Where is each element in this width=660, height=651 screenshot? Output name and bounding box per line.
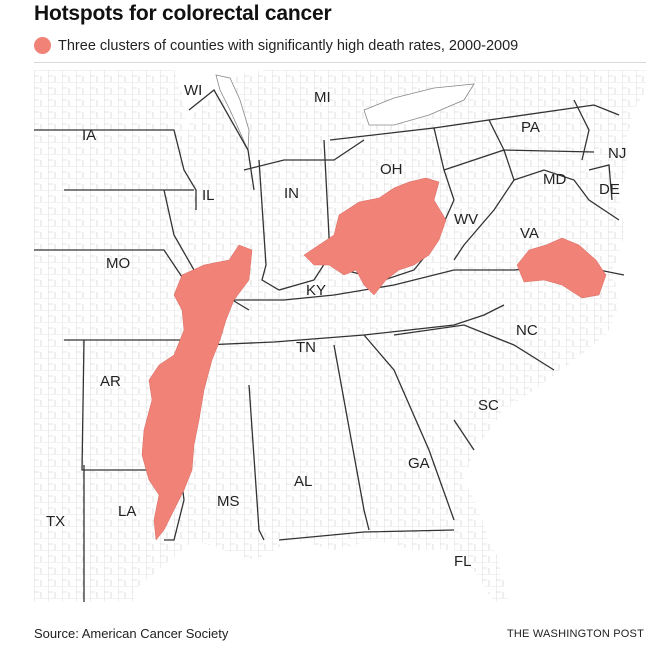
atlantic-water <box>472 110 646 602</box>
state-label-wv: WV <box>454 211 478 228</box>
lake-erie <box>363 83 475 126</box>
state-label-wi: WI <box>184 82 202 99</box>
state-label-nc: NC <box>516 322 538 339</box>
state-label-fl: FL <box>454 553 472 570</box>
state-label-la: LA <box>118 503 136 520</box>
county-map: WI MI IA PA NJ OH MD DE IL IN WV VA MO K… <box>34 70 646 602</box>
state-label-va: VA <box>520 225 539 242</box>
map-title: Hotspots for colorectal cancer <box>34 2 332 25</box>
hotspot-clusters <box>141 177 607 541</box>
cluster-virginia <box>516 237 607 299</box>
state-label-il: IL <box>202 187 215 204</box>
cluster-mississippi-delta <box>141 244 253 541</box>
publisher-credit: THE WASHINGTON POST <box>506 628 644 640</box>
state-label-ky: KY <box>306 282 326 299</box>
legend-label: Three clusters of counties with signific… <box>58 37 519 54</box>
state-label-oh: OH <box>380 161 403 178</box>
state-label-tx: TX <box>46 513 65 530</box>
state-label-nj: NJ <box>608 145 626 162</box>
state-label-md: MD <box>543 171 566 188</box>
legend-swatch <box>34 37 51 54</box>
state-label-mi: MI <box>314 89 331 106</box>
gulf-water <box>134 540 494 602</box>
state-label-ia: IA <box>82 127 96 144</box>
source-note: Source: American Cancer Society <box>34 626 229 641</box>
state-label-in: IN <box>284 185 299 202</box>
state-label-sc: SC <box>478 397 499 414</box>
state-label-pa: PA <box>521 119 540 136</box>
state-label-ga: GA <box>408 455 430 472</box>
state-label-ms: MS <box>217 493 240 510</box>
state-label-de: DE <box>599 181 620 198</box>
cluster-appalachia <box>303 177 447 296</box>
state-label-al: AL <box>294 473 312 490</box>
state-labels: WI MI IA PA NJ OH MD DE IL IN WV VA MO K… <box>46 82 626 570</box>
legend: Three clusters of counties with signific… <box>34 37 518 54</box>
state-label-mo: MO <box>106 255 130 272</box>
state-label-tn: TN <box>296 339 316 356</box>
state-label-ar: AR <box>100 373 121 390</box>
legend-divider <box>34 62 646 63</box>
